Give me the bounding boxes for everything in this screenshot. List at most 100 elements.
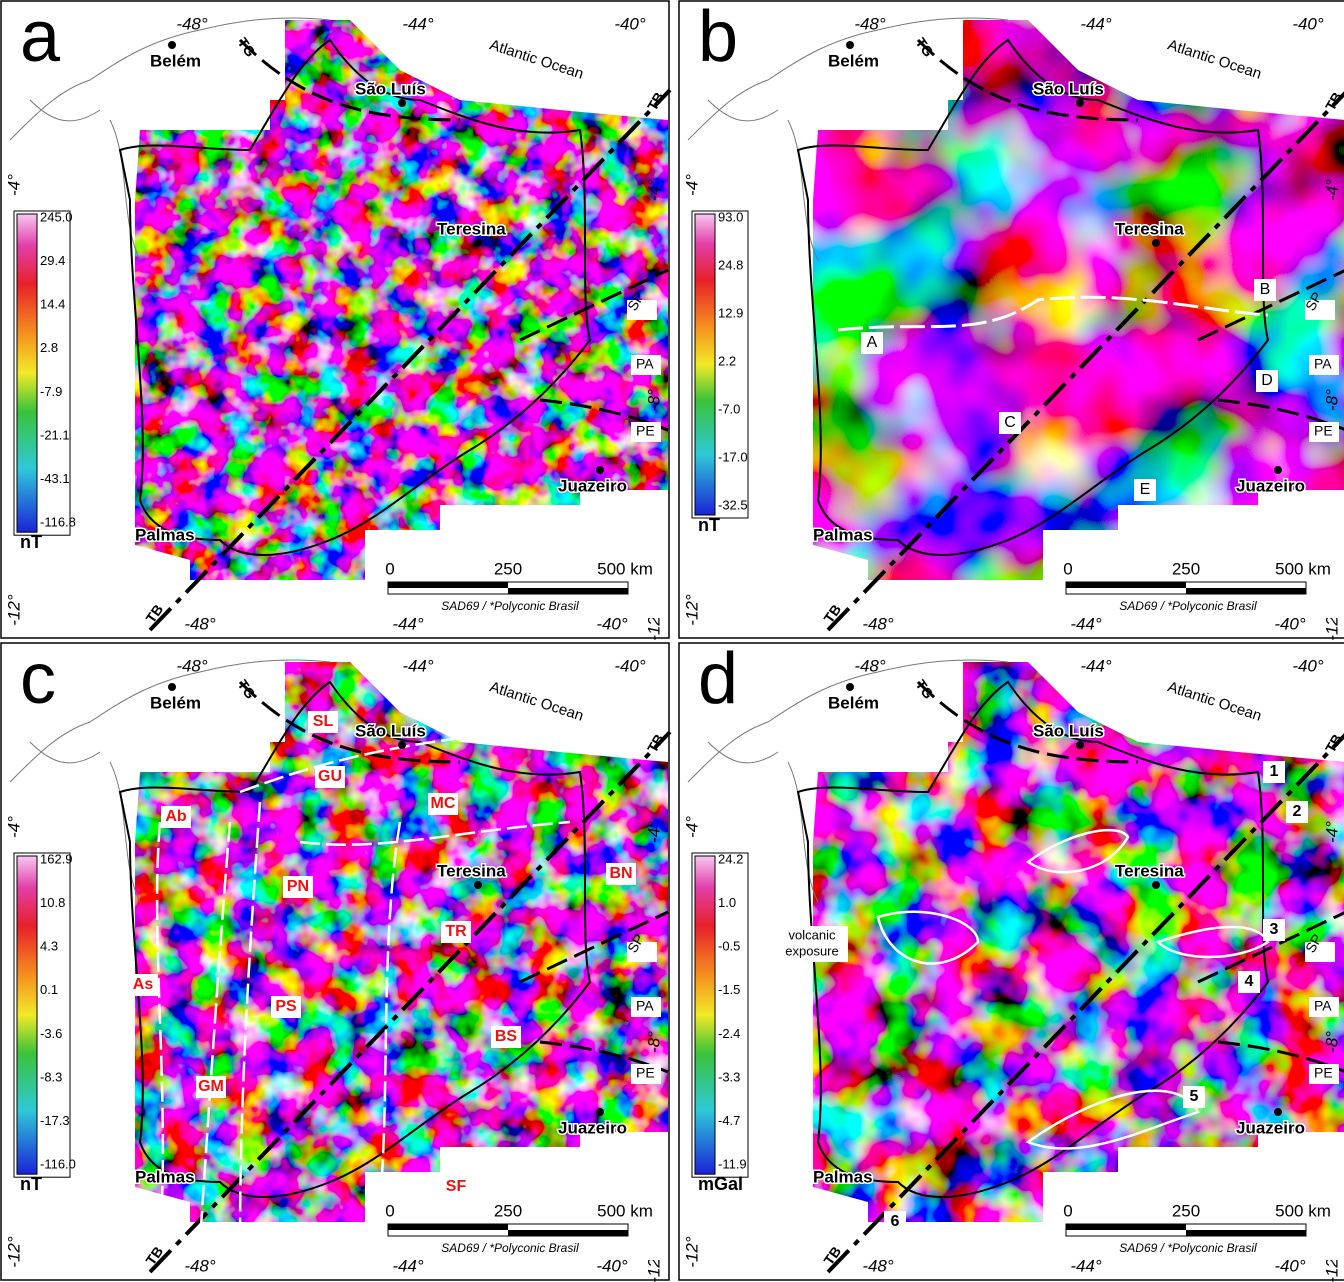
latitude-label: -8° bbox=[1322, 1031, 1341, 1053]
lineament-label: PE bbox=[636, 423, 655, 439]
scale-label: 250 bbox=[494, 559, 522, 578]
city-marker bbox=[1274, 466, 1282, 474]
colorbar bbox=[17, 214, 37, 532]
longitude-label: -40° bbox=[1292, 14, 1324, 33]
region-label: PS bbox=[275, 998, 297, 1015]
region-label: PN bbox=[287, 878, 309, 895]
region-label: BN bbox=[609, 865, 632, 882]
scale-bar-fill bbox=[508, 588, 628, 594]
colorbar-label: -7.0 bbox=[718, 401, 740, 416]
latitude-label: -4° bbox=[644, 821, 663, 843]
scale-label: 0 bbox=[385, 1201, 394, 1220]
city-marker bbox=[846, 683, 854, 691]
city-label: Teresina bbox=[437, 861, 506, 880]
region-label: 3 bbox=[1270, 921, 1279, 938]
colorbar-label: 14.4 bbox=[40, 297, 65, 312]
city-marker bbox=[474, 239, 482, 247]
city-label: Juazeiro bbox=[558, 1118, 627, 1137]
scale-bar-fill bbox=[1186, 1230, 1306, 1236]
scale-label: 0 bbox=[1063, 559, 1072, 578]
longitude-label: -40° bbox=[614, 656, 646, 675]
lineament-label: PA bbox=[1314, 998, 1332, 1014]
longitude-label: -48° bbox=[854, 14, 886, 33]
region-label: 6 bbox=[891, 1213, 900, 1230]
lineament-label: PA bbox=[1314, 356, 1332, 372]
colorbar-unit: nT bbox=[20, 532, 42, 552]
city-marker bbox=[398, 99, 406, 107]
scale-label: 250 bbox=[1172, 559, 1200, 578]
lineament-label: PA bbox=[636, 998, 654, 1014]
longitude-label: -40° bbox=[1292, 656, 1324, 675]
city-label: Belém bbox=[828, 51, 879, 70]
region-label: TR bbox=[445, 923, 467, 940]
colorbar-label: -17.3 bbox=[40, 1113, 70, 1128]
city-marker bbox=[1152, 239, 1160, 247]
colorbar-label: -0.5 bbox=[718, 939, 740, 954]
colorbar bbox=[695, 856, 715, 1174]
longitude-label: -44° bbox=[1080, 14, 1112, 33]
city-label: Palmas bbox=[813, 525, 873, 544]
latitude-label: -12° bbox=[682, 1236, 701, 1268]
region-label: 2 bbox=[1293, 803, 1302, 820]
colorbar-label: 29.4 bbox=[40, 253, 65, 268]
colorbar-label: 4.3 bbox=[40, 939, 58, 954]
city-marker bbox=[1076, 99, 1084, 107]
annotation: exposure bbox=[785, 943, 838, 958]
panel-letter: b bbox=[698, 0, 738, 77]
scale-label: 0 bbox=[385, 559, 394, 578]
region-label: GM bbox=[198, 1078, 224, 1095]
colorbar-label: 0.1 bbox=[40, 982, 58, 997]
longitude-label: -44° bbox=[1080, 656, 1112, 675]
colorbar-label: -32.5 bbox=[718, 497, 748, 512]
colorbar-label: -4.7 bbox=[718, 1113, 740, 1128]
longitude-label: -48° bbox=[176, 656, 208, 675]
map-panel: aBelémSão LuísTeresinaPalmasJuazeiroAtla… bbox=[1, 0, 670, 641]
region-label: 4 bbox=[1245, 973, 1254, 990]
colorbar-label: -3.6 bbox=[40, 1026, 62, 1041]
region-label: E bbox=[1140, 481, 1151, 498]
scale-bar-fill bbox=[508, 1230, 628, 1236]
projection-label: SAD69 / *Polyconic Brasil bbox=[1119, 1241, 1257, 1255]
map-panel: bBelémSão LuísTeresinaPalmasJuazeiroAtla… bbox=[679, 0, 1344, 641]
region-label: SF bbox=[446, 1178, 467, 1195]
region-label: Ab bbox=[165, 808, 187, 825]
region-label: B bbox=[1260, 281, 1271, 298]
projection-label: SAD69 / *Polyconic Brasil bbox=[441, 1241, 579, 1255]
latitude-label: -4° bbox=[1322, 821, 1341, 843]
scale-bar-fill bbox=[388, 1224, 508, 1230]
city-marker bbox=[168, 683, 176, 691]
city-marker bbox=[846, 41, 854, 49]
projection-label: SAD69 / *Polyconic Brasil bbox=[1119, 599, 1257, 613]
longitude-label: -44° bbox=[402, 14, 434, 33]
region-label: D bbox=[1261, 372, 1273, 389]
region-label: BS bbox=[495, 1028, 518, 1045]
region-label: 1 bbox=[1270, 763, 1279, 780]
scale-label: 500 km bbox=[1275, 1201, 1331, 1220]
colorbar-label: -43.1 bbox=[40, 471, 70, 486]
colorbar-label: 245.0 bbox=[40, 209, 73, 224]
longitude-label: -48° bbox=[176, 14, 208, 33]
latitude-label: -4° bbox=[644, 179, 663, 201]
colorbar-label: 12.9 bbox=[718, 305, 743, 320]
colorbar bbox=[695, 214, 715, 515]
latitude-label: -8° bbox=[1322, 389, 1341, 411]
colorbar-unit: nT bbox=[698, 515, 720, 535]
city-label: São Luís bbox=[1033, 79, 1104, 98]
city-marker bbox=[596, 466, 604, 474]
colorbar-label: 93.0 bbox=[718, 209, 743, 224]
latitude-label: -4° bbox=[682, 174, 701, 196]
panel-letter: d bbox=[698, 639, 738, 719]
colorbar-label: -1.5 bbox=[718, 982, 740, 997]
scale-label: 500 km bbox=[1275, 559, 1331, 578]
scale-label: 250 bbox=[1172, 1201, 1200, 1220]
scale-bar-fill bbox=[1066, 582, 1186, 588]
colorbar-label: -7.9 bbox=[40, 384, 62, 399]
lineament-label: PA bbox=[636, 356, 654, 372]
scale-bar-fill bbox=[388, 582, 508, 588]
latitude-label: -4° bbox=[4, 816, 23, 838]
map-panel: dBelémSão LuísTeresinaPalmasJuazeiroAtla… bbox=[679, 639, 1344, 1282]
city-marker bbox=[596, 1108, 604, 1116]
city-marker bbox=[168, 41, 176, 49]
city-label: Teresina bbox=[1115, 219, 1184, 238]
city-label: Juazeiro bbox=[1236, 1118, 1305, 1137]
